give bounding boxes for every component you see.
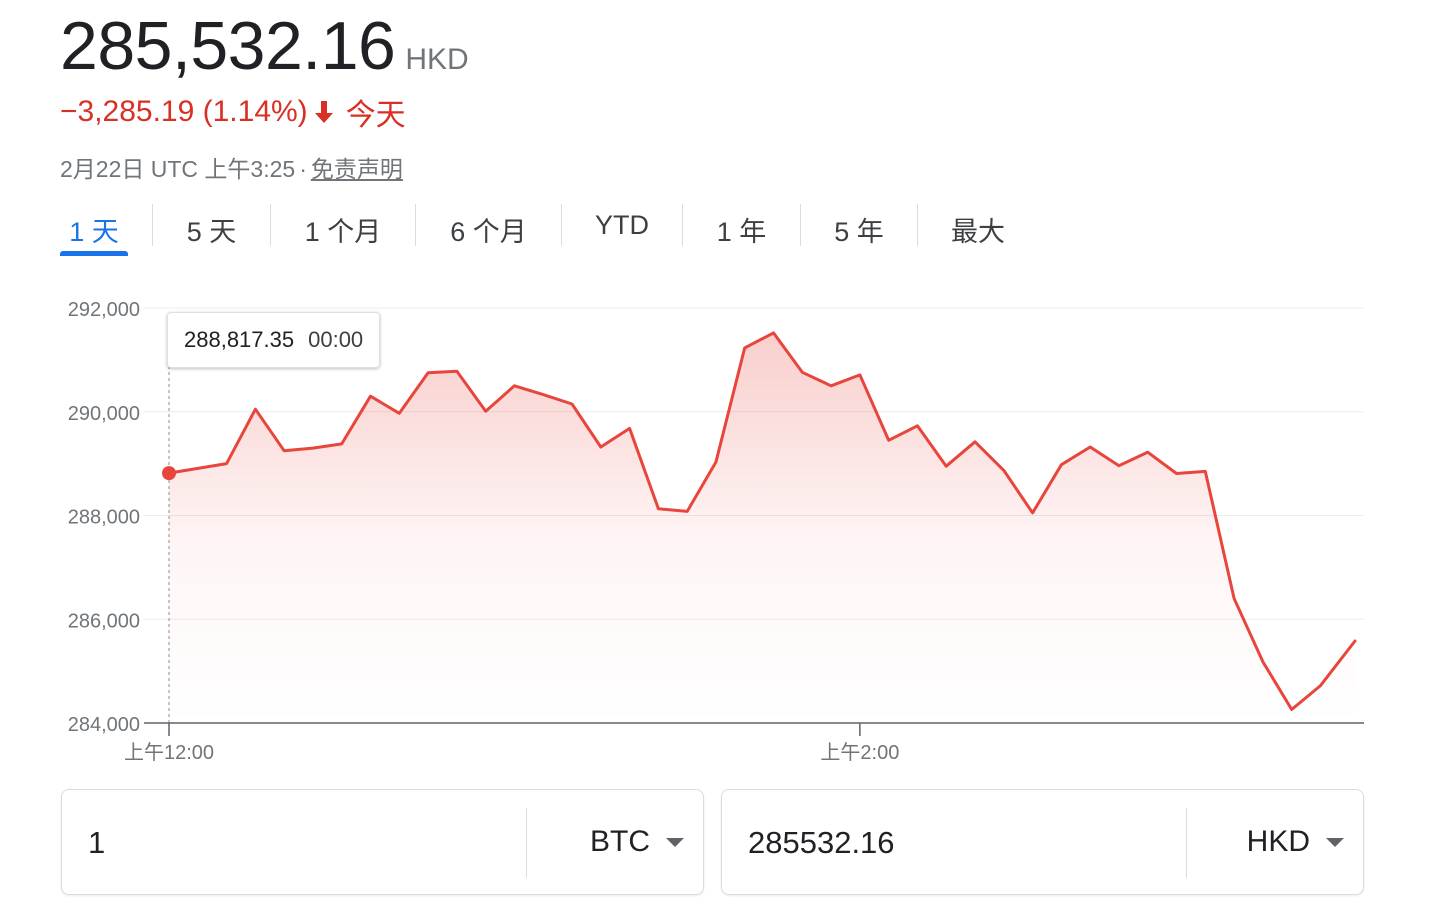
quote-timestamp: 2月22日 UTC 上午3:25 bbox=[60, 156, 296, 182]
tab-label: 5 年 bbox=[834, 217, 884, 247]
disclaimer-link[interactable]: 免责声明 bbox=[310, 156, 403, 182]
to-amount-input[interactable] bbox=[748, 816, 1168, 870]
tab-1m[interactable]: 1 个月 bbox=[271, 202, 415, 256]
price-row: 285,532.16 HKD bbox=[60, 4, 469, 88]
chevron-down-icon bbox=[1326, 837, 1344, 847]
tab-divider bbox=[917, 204, 918, 246]
tab-label: YTD bbox=[595, 210, 649, 240]
y-tick-label: 284,000 bbox=[68, 714, 140, 736]
from-amount-input[interactable] bbox=[88, 816, 508, 870]
time-range-tabs: 1 天 5 天 1 个月 6 个月 YTD 1 年 5 年 最大 bbox=[60, 202, 1038, 256]
meta-separator: · bbox=[299, 156, 307, 182]
tab-1d[interactable]: 1 天 bbox=[60, 202, 128, 256]
y-tick-label: 292,000 bbox=[68, 299, 140, 321]
y-tick-label: 288,000 bbox=[68, 507, 140, 529]
converter-from: BTC bbox=[61, 789, 704, 895]
to-currency-label: HKD bbox=[1246, 825, 1310, 858]
to-currency-select[interactable]: HKD bbox=[1188, 790, 1364, 894]
tab-label: 6 个月 bbox=[450, 217, 527, 247]
current-price: 285,532.16 bbox=[60, 8, 396, 84]
tab-1y[interactable]: 1 年 bbox=[683, 202, 800, 256]
x-tick-label: 上午12:00 bbox=[124, 741, 214, 764]
converter-divider bbox=[526, 808, 527, 878]
price-change: −3,285.19 (1.14%) bbox=[60, 95, 308, 128]
tab-5y[interactable]: 5 年 bbox=[801, 202, 917, 256]
tab-divider bbox=[415, 204, 416, 246]
arrow-down-icon bbox=[314, 101, 333, 123]
tab-label: 5 天 bbox=[186, 217, 237, 247]
price-chart[interactable]: 292,000 290,000 288,000 286,000 284,000 上午12:… bbox=[0, 290, 1438, 770]
tab-label: 1 个月 bbox=[304, 217, 382, 247]
tab-label: 最大 bbox=[951, 217, 1005, 247]
price-area bbox=[169, 332, 1355, 723]
hover-point bbox=[162, 466, 176, 481]
y-tick-label: 290,000 bbox=[68, 403, 140, 425]
tab-5d[interactable]: 5 天 bbox=[153, 202, 270, 256]
quote-meta: 2月22日 UTC 上午3:25 · 免责声明 bbox=[60, 150, 403, 184]
price-currency: HKD bbox=[405, 43, 469, 76]
price-change-row: −3,285.19 (1.14%) 今天 bbox=[60, 90, 406, 134]
tab-divider bbox=[152, 204, 153, 246]
tooltip-value: 288,817.35 bbox=[184, 327, 295, 352]
tab-6m[interactable]: 6 个月 bbox=[416, 202, 561, 256]
tab-label: 1 年 bbox=[716, 217, 767, 247]
tab-max[interactable]: 最大 bbox=[918, 202, 1038, 256]
x-tick-label: 上午2:00 bbox=[820, 741, 899, 764]
tab-label: 1 天 bbox=[69, 217, 119, 247]
change-period: 今天 bbox=[345, 99, 406, 132]
tab-divider bbox=[270, 204, 271, 246]
converter-divider bbox=[1186, 808, 1187, 878]
price-line bbox=[167, 331, 1357, 711]
from-currency-select[interactable]: BTC bbox=[528, 790, 704, 894]
from-currency-label: BTC bbox=[590, 825, 650, 858]
tab-divider bbox=[561, 204, 562, 246]
tooltip-time: 00:00 bbox=[308, 327, 364, 352]
chart-tooltip: 288,817.35 00:00 bbox=[167, 312, 381, 368]
y-tick-label: 286,000 bbox=[68, 610, 140, 632]
converter-to: HKD bbox=[721, 789, 1364, 895]
tab-divider bbox=[800, 204, 801, 246]
chevron-down-icon bbox=[666, 837, 684, 847]
tab-ytd[interactable]: YTD bbox=[562, 202, 682, 256]
tab-divider bbox=[682, 204, 683, 246]
